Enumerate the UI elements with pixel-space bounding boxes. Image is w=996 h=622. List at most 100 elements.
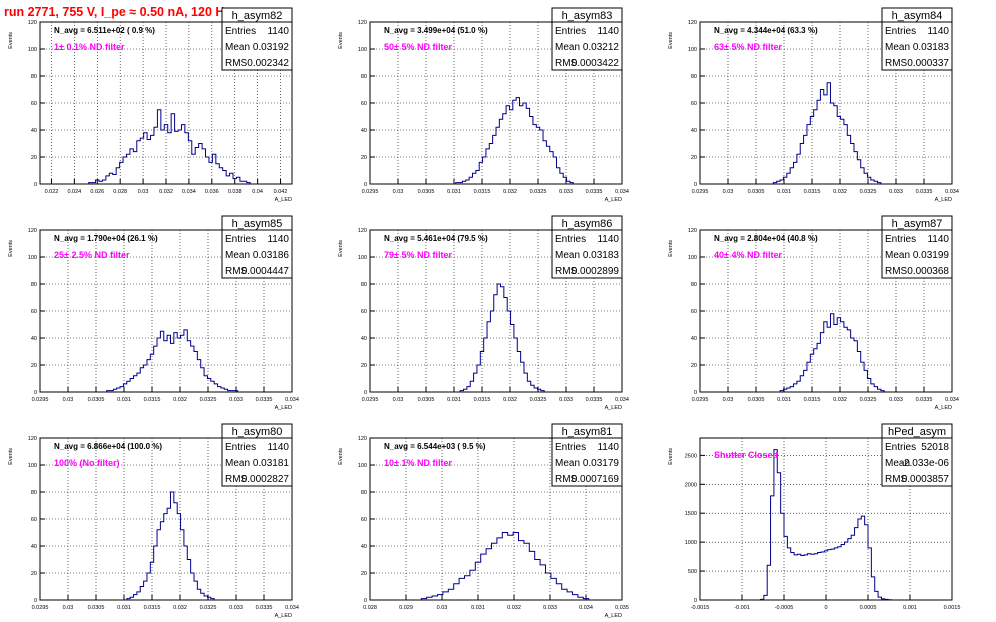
stats-rms-label: RMS [225, 266, 248, 277]
y-tick-label: 20 [691, 363, 697, 369]
y-tick-label: 80 [691, 74, 697, 80]
stats-mean-value: 0.03199 [913, 250, 950, 261]
stats-mean-label: Mean [555, 42, 580, 53]
y-tick-label: 40 [31, 336, 37, 342]
x-tick-label: 0.0335 [256, 605, 273, 611]
x-tick-label: -0.001 [734, 605, 750, 611]
stats-rms-value: 0.0003857 [902, 474, 950, 485]
x-tick-label: 0.033 [889, 189, 903, 195]
y-tick-label: 0 [34, 598, 37, 604]
y-tick-label: 0 [694, 182, 697, 188]
y-tick-label: 100 [28, 47, 37, 53]
stats-entries-label: Entries [555, 234, 586, 245]
y-tick-label: 100 [28, 255, 37, 261]
stats-mean-value: 0.03192 [253, 42, 290, 53]
x-tick-label: 0.0325 [200, 397, 217, 403]
stats-mean-value: 0.03183 [583, 250, 620, 261]
x-tick-label: 0.0295 [32, 605, 49, 611]
x-tick-label: 0.0305 [748, 189, 765, 195]
stats-entries-value: 1140 [597, 442, 619, 453]
stats-mean-label: Mean [885, 458, 910, 469]
x-tick-label: 0.0325 [530, 397, 547, 403]
y-tick-label: 40 [361, 336, 367, 342]
y-tick-label: 120 [358, 228, 367, 234]
histogram-panel: 0.0295 0.03 0.0305 0.031 0.0315 0.032 0.0325 0.… [338, 7, 629, 203]
x-tick-label: 0.0305 [748, 397, 765, 403]
x-tick-label: 0.032 [173, 605, 187, 611]
y-axis-label: Events [338, 32, 344, 49]
histogram-panel: 0.0295 0.03 0.0305 0.031 0.0315 0.032 0.0325 0.… [8, 423, 299, 619]
navg-label: N_avg = 6.544e+03 ( 9.5 %) [384, 442, 486, 451]
x-tick-label: 0.032 [503, 189, 517, 195]
stats-mean-value: -2.033e-06 [901, 458, 950, 469]
stats-box [881, 229, 953, 279]
stats-mean-label: Mean [225, 250, 250, 261]
stats-rms-label: RMS [885, 266, 908, 277]
filter-annotation: 79± 5% ND filter [384, 250, 452, 260]
x-tick-label: 0.0335 [256, 397, 273, 403]
x-tick-label: 0.0325 [200, 605, 217, 611]
y-tick-label: 80 [361, 490, 367, 496]
y-tick-label: 80 [361, 74, 367, 80]
stats-box [221, 437, 293, 487]
y-tick-label: 120 [28, 228, 37, 234]
stats-mean-value: 0.03212 [583, 42, 620, 53]
y-tick-label: 60 [691, 101, 697, 107]
y-axis-label: Events [338, 240, 344, 257]
stats-mean-label: Mean [885, 250, 910, 261]
y-tick-label: 100 [688, 47, 697, 53]
x-tick-label: 0.032 [173, 397, 187, 403]
x-tick-label: 0.034 [945, 397, 959, 403]
stats-rms-label: RMS [555, 474, 578, 485]
y-tick-label: 60 [361, 309, 367, 315]
filter-annotation: Shutter Closed [714, 450, 778, 460]
y-tick-label: 20 [691, 155, 697, 161]
x-tick-label: 0.034 [285, 397, 299, 403]
filter-annotation: 10± 1% ND filter [384, 458, 452, 468]
histogram-name: h_asym83 [562, 10, 613, 22]
x-tick-label: 0.0315 [474, 189, 491, 195]
y-tick-label: 100 [28, 463, 37, 469]
stats-entries-value: 1140 [927, 26, 949, 37]
x-axis-label: A_LED [935, 197, 952, 203]
x-tick-label: 0 [824, 605, 827, 611]
x-tick-label: 0.03 [138, 189, 149, 195]
x-tick-label: 0.032 [833, 189, 847, 195]
stats-mean-value: 0.03181 [253, 458, 290, 469]
stats-rms-value: 0.0002827 [242, 474, 290, 485]
y-tick-label: 0 [364, 598, 367, 604]
x-tick-label: 0.031 [777, 397, 791, 403]
x-tick-label: 0.0335 [916, 189, 933, 195]
histogram-name: h_asym82 [232, 10, 283, 22]
x-tick-label: 0.036 [205, 189, 219, 195]
x-tick-label: 0.0315 [144, 605, 161, 611]
y-tick-label: 40 [361, 544, 367, 550]
x-axis-label: A_LED [275, 197, 292, 203]
x-tick-label: 0.031 [777, 189, 791, 195]
y-tick-label: 100 [358, 47, 367, 53]
y-tick-label: 20 [31, 571, 37, 577]
stats-rms-label: RMS [225, 474, 248, 485]
stats-entries-label: Entries [885, 26, 916, 37]
x-tick-label: 0.042 [274, 189, 288, 195]
x-tick-label: 0.034 [182, 189, 196, 195]
y-tick-label: 60 [691, 309, 697, 315]
stats-entries-label: Entries [225, 26, 256, 37]
histogram-series-line [126, 491, 215, 600]
stats-box [881, 21, 953, 71]
y-tick-label: 60 [361, 517, 367, 523]
y-axis-label: Events [668, 240, 674, 257]
x-tick-label: 0.0315 [474, 397, 491, 403]
y-tick-label: 0 [364, 390, 367, 396]
y-tick-label: 1500 [685, 511, 697, 517]
x-tick-label: 0.035 [615, 605, 629, 611]
x-tick-label: 0.032 [507, 605, 521, 611]
y-axis-label: Events [668, 448, 674, 465]
filter-annotation: 1± 0.1% ND filter [54, 42, 125, 52]
x-tick-label: 0.032 [833, 397, 847, 403]
y-tick-label: 0 [694, 598, 697, 604]
x-tick-label: 0.0015 [944, 605, 961, 611]
x-axis-label: A_LED [935, 405, 952, 411]
navg-label: N_avg = 4.344e+04 (63.3 %) [714, 26, 818, 35]
y-axis-label: Events [8, 448, 14, 465]
